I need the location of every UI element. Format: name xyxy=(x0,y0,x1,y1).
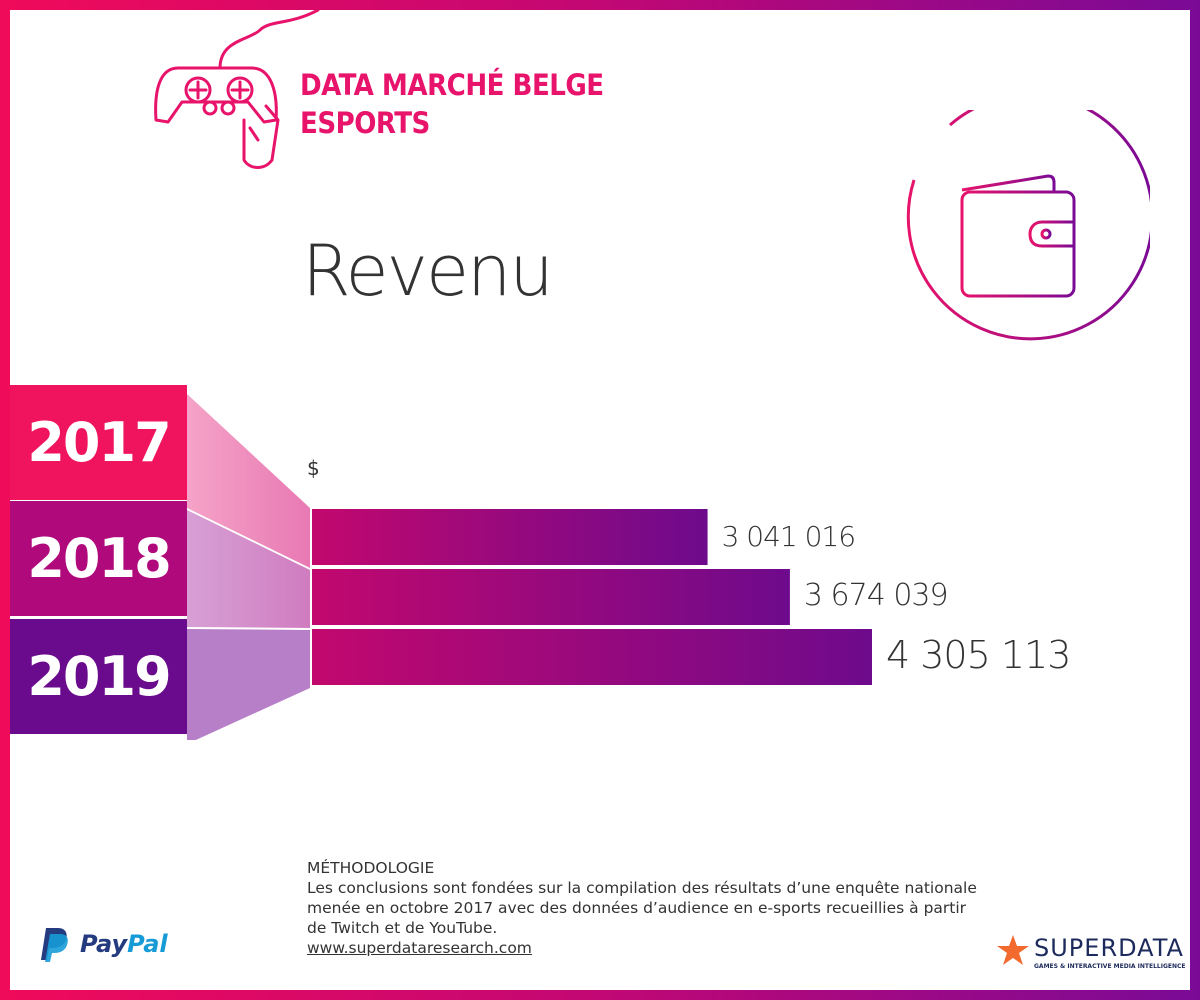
infographic-card: DATA MARCHÉ BELGE ESPORTS Revenu xyxy=(10,10,1190,990)
methodology-heading: MÉTHODOLOGIE xyxy=(307,859,435,877)
value-label-2017: 3 041 016 xyxy=(721,519,857,553)
bar-2019 xyxy=(312,629,872,685)
paypal-icon xyxy=(41,928,68,962)
superdata-wordmark: SUPERDATA xyxy=(1034,934,1184,962)
methodology-text: Les conclusions sont fondées sur la comp… xyxy=(307,879,977,937)
value-label-2019: 4 305 113 xyxy=(886,633,1071,678)
methodology-block: MÉTHODOLOGIE Les conclusions sont fondée… xyxy=(307,858,987,958)
ribbon-2019 xyxy=(187,629,310,740)
gamepad-icon xyxy=(154,10,320,169)
paypal-wordmark: PayPal xyxy=(80,930,168,958)
header-title-line1: DATA MARCHÉ BELGE xyxy=(300,68,604,102)
bar-2017 xyxy=(312,509,708,565)
year-box-2019: 2019 xyxy=(10,619,187,734)
superdata-star-icon xyxy=(997,935,1029,965)
superdata-tagline: GAMES & INTERACTIVE MEDIA INTELLIGENCE xyxy=(1034,963,1186,970)
superdata-link[interactable]: www.superdataresearch.com xyxy=(307,939,532,957)
currency-label: $ xyxy=(307,456,320,480)
header-title-line2: ESPORTS xyxy=(300,106,430,140)
revenue-bar-chart xyxy=(187,394,872,740)
year-box-2018: 2018 xyxy=(10,501,187,616)
ribbon-2017 xyxy=(187,394,310,568)
ribbon-2018 xyxy=(187,510,310,628)
year-box-2017: 2017 xyxy=(10,385,187,500)
value-label-2018: 3 674 039 xyxy=(803,578,949,614)
wallet-icon xyxy=(906,110,1150,341)
bar-2018 xyxy=(312,569,790,625)
paypal-logo: PayPal xyxy=(40,926,168,962)
main-title: Revenu xyxy=(302,230,554,312)
